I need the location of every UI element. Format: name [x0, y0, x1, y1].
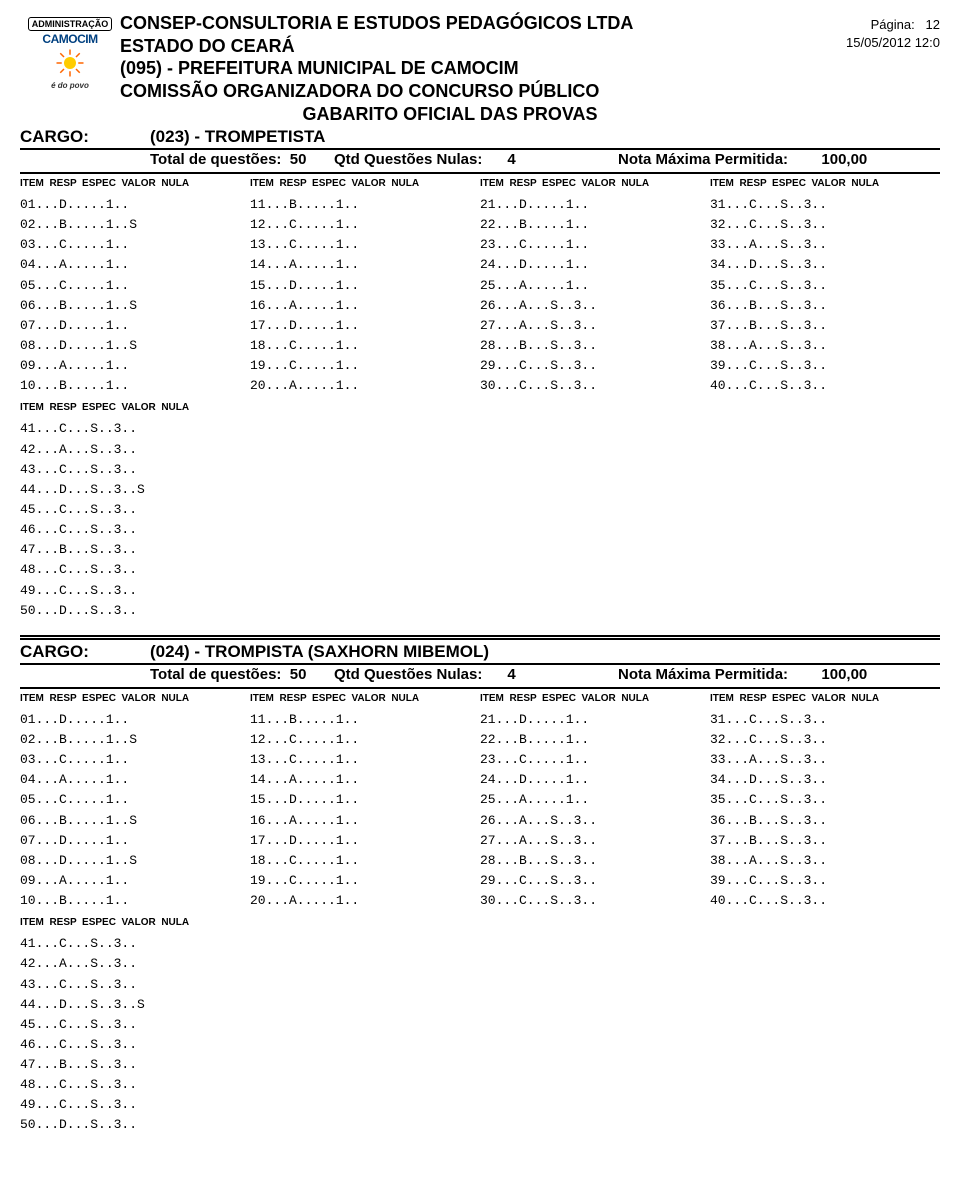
cargo2-col1: 01...D.....1.. 02...B.....1..S 03...C...… [20, 710, 250, 911]
cargo2-col-headers: ITEM RESP ESPEC VALOR NULA ITEM RESP ESP… [20, 689, 940, 710]
cargo1-col5: 41...C...S..3.. 42...A...S..3.. 43...C..… [20, 419, 940, 620]
cargo1-col3: 21...D.....1.. 22...B.....1.. 23...C....… [480, 195, 710, 396]
col-header-3b: ITEM RESP ESPEC VALOR NULA [480, 693, 710, 704]
section-divider [20, 635, 940, 640]
col-header-1: ITEM RESP ESPEC VALOR NULA [20, 178, 250, 189]
cargo2-nulas: Qtd Questões Nulas: 4 [334, 666, 594, 683]
cargo1-col2: 11...B.....1.. 12...C.....1.. 13...C....… [250, 195, 480, 396]
cargo-label: CARGO: [20, 127, 150, 147]
qtd-nulas-label-2: Qtd Questões Nulas: [334, 666, 482, 683]
cargo2-nulas-val: 4 [507, 666, 515, 683]
col-header-3: ITEM RESP ESPEC VALOR NULA [480, 178, 710, 189]
org-line2: ESTADO DO CEARÁ [120, 35, 780, 58]
page-number: 12 [926, 17, 940, 32]
cargo2-grid: 01...D.....1.. 02...B.....1..S 03...C...… [20, 710, 940, 911]
cargo2-col5: 41...C...S..3.. 42...A...S..3.. 43...C..… [20, 934, 940, 1135]
col-header-2: ITEM RESP ESPEC VALOR NULA [250, 178, 480, 189]
cargo2-total: Total de questões: 50 [20, 666, 310, 683]
cargo2-total-val: 50 [290, 666, 307, 683]
cargo2-max-val: 100,00 [821, 666, 867, 683]
logo-camo: CAMOCIM [20, 32, 120, 46]
logo-povo: é do povo [20, 81, 120, 90]
page-info: Página: 12 15/05/2012 12:0 [780, 12, 940, 52]
org-line4: COMISSÃO ORGANIZADORA DO CONCURSO PÚBLIC… [120, 80, 780, 103]
col-header-2b: ITEM RESP ESPEC VALOR NULA [250, 693, 480, 704]
page: ADMINISTRAÇÃO CAMOCIM é do povo CONSEP-C… [0, 0, 960, 1170]
cargo1-col4: 31...C...S..3.. 32...C...S..3.. 33...A..… [710, 195, 940, 396]
nota-max-label: Nota Máxima Permitida: [618, 151, 788, 168]
cargo1-total: Total de questões: 50 [20, 151, 310, 168]
cargo2-summary: Total de questões: 50 Qtd Questões Nulas… [20, 665, 940, 689]
logo-adm: ADMINISTRAÇÃO [28, 17, 113, 31]
cargo1-col5-header: ITEM RESP ESPEC VALOR NULA [20, 396, 940, 419]
cargo1-max-val: 100,00 [821, 151, 867, 168]
cargo2-line: CARGO: (024) - TROMPISTA (SAXHORN MIBEMO… [20, 642, 940, 665]
cargo1-nulas-val: 4 [507, 151, 515, 168]
cargo2-title: (024) - TROMPISTA (SAXHORN MIBEMOL) [150, 642, 489, 662]
cargo1-max: Nota Máxima Permitida: 100,00 [618, 151, 916, 168]
cargo1-col-headers: ITEM RESP ESPEC VALOR NULA ITEM RESP ESP… [20, 174, 940, 195]
cargo2-max: Nota Máxima Permitida: 100,00 [618, 666, 916, 683]
gabarito-title: GABARITO OFICIAL DAS PROVAS [120, 104, 780, 125]
logo: ADMINISTRAÇÃO CAMOCIM é do povo [20, 12, 120, 90]
cargo2-col5-header: ITEM RESP ESPEC VALOR NULA [20, 911, 940, 934]
total-q-label-2: Total de questões: [150, 666, 281, 683]
cargo2-col4: 31...C...S..3.. 32...C...S..3.. 33...A..… [710, 710, 940, 911]
col-header-4b: ITEM RESP ESPEC VALOR NULA [710, 693, 940, 704]
total-q-label: Total de questões: [150, 151, 281, 168]
datetime: 15/05/2012 12:0 [780, 34, 940, 52]
cargo1-grid: 01...D.....1.. 02...B.....1..S 03...C...… [20, 195, 940, 396]
cargo1-total-val: 50 [290, 151, 307, 168]
qtd-nulas-label: Qtd Questões Nulas: [334, 151, 482, 168]
cargo2-col3: 21...D.....1.. 22...B.....1.. 23...C....… [480, 710, 710, 911]
cargo2-col2: 11...B.....1.. 12...C.....1.. 13...C....… [250, 710, 480, 911]
cargo-label-2: CARGO: [20, 642, 150, 662]
sun-icon [55, 48, 85, 78]
col-header-4: ITEM RESP ESPEC VALOR NULA [710, 178, 940, 189]
org-line1: CONSEP-CONSULTORIA E ESTUDOS PEDAGÓGICOS… [120, 12, 780, 35]
header: ADMINISTRAÇÃO CAMOCIM é do povo CONSEP-C… [20, 12, 940, 125]
page-label: Página: [871, 17, 915, 32]
cargo1-nulas: Qtd Questões Nulas: 4 [334, 151, 594, 168]
col-header-1b: ITEM RESP ESPEC VALOR NULA [20, 693, 250, 704]
cargo1-title: (023) - TROMPETISTA [150, 127, 325, 147]
header-text: CONSEP-CONSULTORIA E ESTUDOS PEDAGÓGICOS… [120, 12, 780, 125]
cargo1-col1: 01...D.....1.. 02...B.....1..S 03...C...… [20, 195, 250, 396]
nota-max-label-2: Nota Máxima Permitida: [618, 666, 788, 683]
cargo1-line: CARGO: (023) - TROMPETISTA [20, 127, 940, 150]
org-line3: (095) - PREFEITURA MUNICIPAL DE CAMOCIM [120, 57, 780, 80]
page-number-line: Página: 12 [780, 16, 940, 34]
cargo1-summary: Total de questões: 50 Qtd Questões Nulas… [20, 150, 940, 174]
